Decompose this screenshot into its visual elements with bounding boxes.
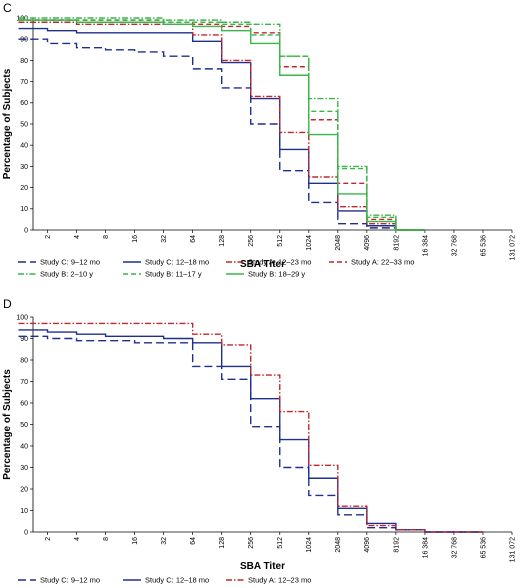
x-tick-label: 1024 — [306, 235, 313, 251]
y-tick-label: 100 — [16, 15, 28, 22]
legend-label: Study C: 9–12 mo — [40, 576, 100, 585]
x-tick-label: 1024 — [306, 537, 313, 553]
y-tick-label: 50 — [20, 422, 28, 429]
y-tick-label: 80 — [20, 58, 28, 65]
y-tick-label: 0 — [24, 227, 28, 234]
y-tick-label: 70 — [20, 79, 28, 86]
series-line — [18, 335, 483, 533]
x-axis-title: SBA Titer — [240, 259, 285, 270]
legend-label: Study B: 18–29 y — [248, 270, 305, 279]
legend-label: Study B: 2–10 y — [40, 270, 93, 279]
x-tick-label: 16 — [132, 537, 139, 545]
y-tick-label: 90 — [20, 336, 28, 343]
x-axis-title: SBA Titer — [240, 561, 285, 572]
panel-letter-d: D — [3, 297, 12, 311]
x-tick-label: 16 384 — [422, 235, 429, 257]
y-tick-label: 40 — [20, 143, 28, 150]
y-tick-label: 40 — [20, 443, 28, 450]
x-tick-label: 32 768 — [451, 235, 458, 257]
legend-label: Study A: 12–23 mo — [248, 576, 311, 585]
chart-panel-d: 0 10 20 30 40 50 60 70 80 90 100 2 4 8 16 32 64 128 256 512… — [2, 314, 516, 584]
y-tick-label: 60 — [20, 400, 28, 407]
x-tick-label: 128 — [219, 537, 226, 549]
y-tick-label: 60 — [20, 100, 28, 107]
x-tick-label: 512 — [277, 537, 284, 549]
chart-panel-c: 0 10 20 30 40 50 60 70 80 90 100 2 4 8 16 32 64 128 256 512… — [2, 15, 516, 278]
legend-item: Study C: 12–18 mo — [123, 576, 209, 585]
legend-item: Study A: 12–23 mo — [226, 258, 311, 267]
legend-label: Study A: 12–23 mo — [248, 258, 311, 267]
legend-label: Study B: 11–17 y — [145, 270, 202, 279]
y-tick-label: 0 — [24, 529, 28, 536]
y-tick-label: 80 — [20, 357, 28, 364]
x-tick-label: 8192 — [393, 235, 400, 251]
x-tick-label: 2048 — [335, 537, 342, 553]
x-tick-label: 32 768 — [451, 537, 458, 559]
x-tick-label: 64 — [190, 235, 197, 243]
x-tick-label: 2048 — [335, 235, 342, 251]
x-tick-label: 256 — [248, 537, 255, 549]
x-tick-label: 131 072 — [509, 235, 516, 260]
legend-item: Study B: 11–17 y — [123, 270, 202, 279]
y-tick-label: 50 — [20, 121, 28, 128]
x-tick-label: 256 — [248, 235, 255, 247]
y-tick-label: 30 — [20, 164, 28, 171]
x-tick-label: 8 — [103, 537, 110, 541]
y-tick-label: 90 — [20, 37, 28, 44]
legend-label: Study C: 12–18 mo — [145, 576, 209, 585]
x-tick-label: 4 — [74, 235, 81, 239]
legend-label: Study C: 12–18 mo — [145, 258, 209, 267]
x-tick-label: 16 384 — [422, 537, 429, 559]
x-tick-label: 8192 — [393, 537, 400, 553]
x-tick-label: 65 536 — [480, 537, 487, 559]
x-tick-label: 4096 — [364, 537, 371, 553]
x-tick-label: 2 — [45, 235, 52, 239]
y-tick-label: 10 — [20, 206, 28, 213]
series-line — [18, 19, 425, 231]
x-tick-label: 512 — [277, 235, 284, 247]
legend-item: Study B: 18–29 y — [226, 270, 305, 279]
panel-letter-c: C — [3, 1, 12, 15]
y-tick-label: 20 — [20, 486, 28, 493]
x-tick-label: 4 — [74, 537, 81, 541]
y-tick-label: 20 — [20, 185, 28, 192]
series-line — [18, 38, 425, 231]
x-tick-label: 65 536 — [480, 235, 487, 257]
x-tick-label: 131 072 — [509, 537, 516, 562]
x-tick-label: 4096 — [364, 235, 371, 251]
legend-label: Study C: 9–12 mo — [40, 258, 100, 267]
series-line — [18, 21, 425, 231]
y-tick-label: 70 — [20, 379, 28, 386]
legend-label: Study A: 22–33 mo — [351, 258, 414, 267]
y-axis-title: Percentage of Subjects — [2, 68, 13, 179]
y-tick-label: 10 — [20, 508, 28, 515]
x-tick-label: 64 — [190, 537, 197, 545]
series-line — [18, 19, 425, 231]
y-tick-label: 30 — [20, 465, 28, 472]
series-line — [18, 322, 483, 533]
x-tick-label: 32 — [161, 537, 168, 545]
x-tick-label: 8 — [103, 235, 110, 239]
legend-item: Study C: 9–12 mo — [18, 576, 100, 585]
y-axis-title: Percentage of Subjects — [2, 369, 13, 480]
legend-item: Study B: 2–10 y — [18, 270, 93, 279]
legend-item: Study A: 12–23 mo — [226, 576, 311, 585]
legend-item: Study A: 22–33 mo — [329, 258, 414, 267]
y-tick-label: 100 — [16, 314, 28, 321]
x-tick-label: 32 — [161, 235, 168, 243]
x-tick-label: 128 — [219, 235, 226, 247]
legend-item: Study C: 12–18 mo — [123, 258, 209, 267]
series-line — [18, 27, 425, 231]
series-line — [18, 329, 483, 533]
x-tick-label: 16 — [132, 235, 139, 243]
x-tick-label: 2 — [45, 537, 52, 541]
legend-item: Study C: 9–12 mo — [18, 258, 100, 267]
